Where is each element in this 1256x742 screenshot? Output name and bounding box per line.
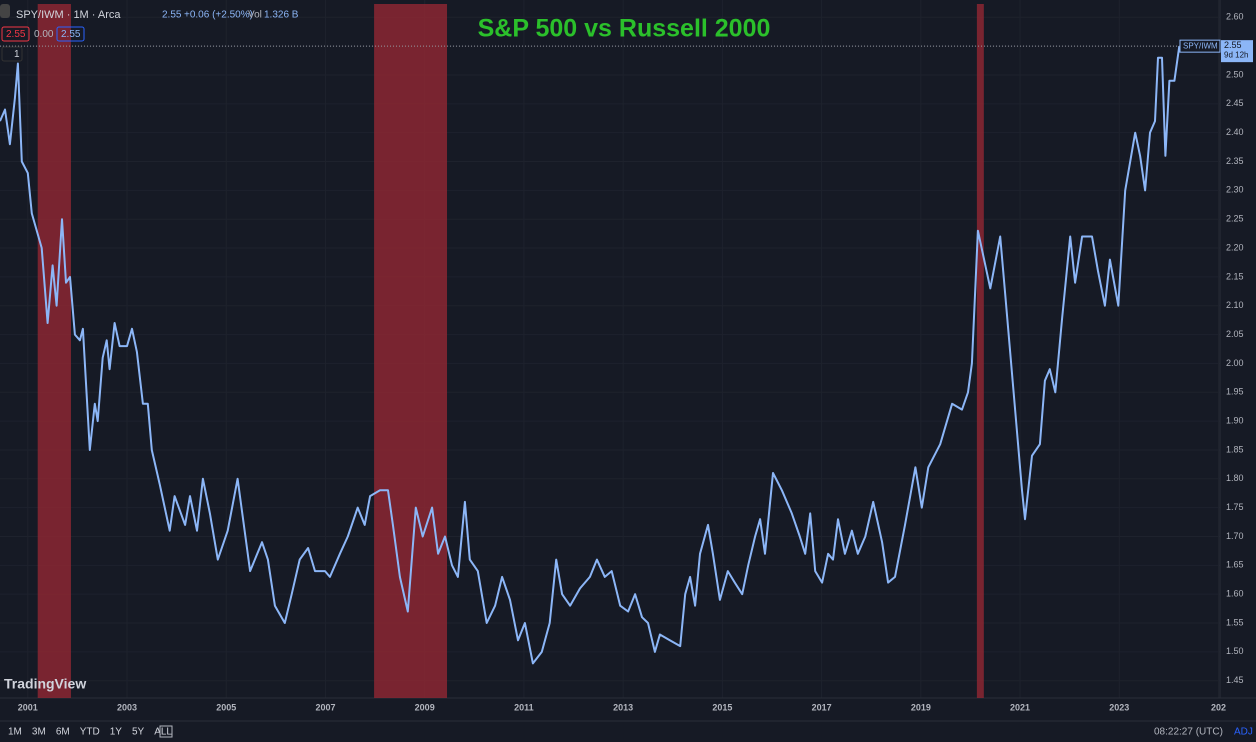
price-tag-box (1221, 40, 1253, 63)
spread: 0.00 (34, 29, 54, 40)
shaded-region (976, 4, 984, 698)
x-tick-label: 2021 (1010, 702, 1030, 712)
y-tick-label: 2.10 (1226, 300, 1244, 310)
y-tick-label: 1.65 (1226, 560, 1244, 570)
plot: 1.45 1.50 1.55 1.60 1.65 1.70 1.75 1.80 1.85 1.90… (0, 0, 1256, 712)
y-tick-label: 1.60 (1226, 589, 1244, 599)
x-tick-label: 2011 (514, 702, 534, 712)
range-button[interactable]: 1Y (110, 727, 123, 738)
range-buttons: 1M 3M 6M YTD 1Y 5Y ALL (8, 727, 172, 738)
y-tick-label: 2.30 (1226, 185, 1244, 195)
y-tick-label: 1.85 (1226, 444, 1244, 454)
price-tag-sub: 9d 12h (1224, 50, 1248, 59)
y-tick-label: 1.90 (1226, 415, 1244, 425)
y-tick-label: 2.25 (1226, 214, 1244, 224)
range-button[interactable]: 1M (8, 727, 22, 738)
x-tick-label: 2013 (613, 702, 633, 712)
price-tag-name-box (1179, 39, 1221, 53)
vol-label: Vol (248, 10, 262, 21)
calendar-icon[interactable] (159, 725, 173, 738)
price: 2.55 (162, 10, 182, 21)
x-tick-label: 2017 (812, 702, 832, 712)
y-tick-label: 1.50 (1226, 646, 1244, 656)
y-tick-label: 2.40 (1226, 127, 1244, 137)
y-tick-label: 1.80 (1226, 473, 1244, 483)
x-tick-label: 2023 (1109, 702, 1129, 712)
x-tick-label: 2009 (415, 702, 435, 712)
y-tick-label: 2.35 (1226, 156, 1244, 166)
x-tick-label: 2001 (18, 702, 38, 712)
y-tick-label: 1.75 (1226, 502, 1244, 512)
x-tick-label: 2007 (315, 702, 335, 712)
adj[interactable]: ADJ (1234, 727, 1253, 738)
price-tag-value: 2.55 (1224, 40, 1242, 50)
x-tick-label: 2003 (117, 702, 137, 712)
range-button[interactable]: 3M (32, 727, 46, 738)
symbol-icon (0, 4, 10, 18)
range-button[interactable]: YTD (80, 727, 100, 738)
change: +0.06 (+2.50%) (184, 10, 253, 21)
collapse: 1 (14, 49, 20, 60)
range-button[interactable]: 5Y (132, 727, 145, 738)
y-tick-label: 2.20 (1226, 242, 1244, 252)
ask: 2.55 (61, 29, 81, 40)
y-tick-label: 2.45 (1226, 98, 1244, 108)
y-tick-label: 1.95 (1226, 387, 1244, 397)
y-tick-label: 1.55 (1226, 617, 1244, 627)
y-tick-label: 2.50 (1226, 69, 1244, 79)
series-line (0, 45, 1181, 665)
x-tick-label: 2015 (712, 702, 732, 712)
clock: 08:22:27 (UTC) (1154, 727, 1223, 738)
vol: 1.326 B (264, 10, 299, 21)
y-tick-label: 1.45 (1226, 675, 1244, 685)
price-tag-name: SPY/IWM (1183, 41, 1218, 50)
chart-title: S&P 500 vs Russell 2000 (478, 15, 771, 43)
symbol: SPY/IWM · 1M · Arca (16, 9, 121, 21)
x-tick-label: 2005 (216, 702, 236, 712)
y-tick-label: 2.60 (1226, 12, 1244, 22)
shaded-region (37, 4, 71, 698)
ask-box[interactable] (56, 26, 85, 42)
range-button[interactable]: ALL (154, 727, 172, 738)
y-tick-label: 1.70 (1226, 531, 1244, 541)
range-button[interactable]: 6M (56, 727, 70, 738)
y-tick-label: 2.05 (1226, 329, 1244, 339)
x-tick-label: 2019 (911, 702, 931, 712)
shaded-region (374, 4, 448, 698)
collapse-box[interactable] (1, 46, 23, 62)
x-tick-label: 202 (1211, 702, 1226, 712)
logo: TradingView (4, 676, 86, 692)
bid: 2.55 (6, 29, 26, 40)
bid-box[interactable] (1, 26, 30, 42)
y-tick-label: 2.15 (1226, 271, 1244, 281)
y-tick-label: 2.00 (1226, 358, 1244, 368)
